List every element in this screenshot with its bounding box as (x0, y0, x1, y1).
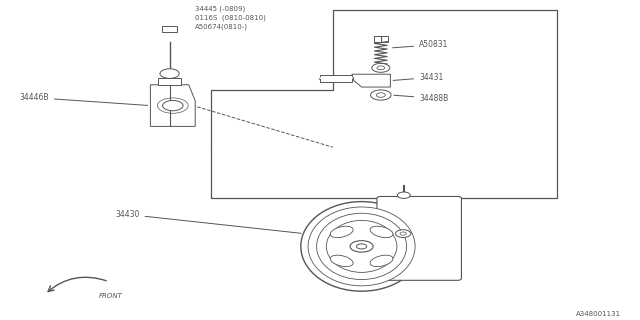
Ellipse shape (326, 220, 397, 272)
Ellipse shape (370, 226, 393, 238)
Text: 34446B: 34446B (19, 93, 148, 105)
Text: A348001131: A348001131 (575, 311, 621, 317)
Bar (320, 75, 352, 82)
Polygon shape (352, 74, 390, 87)
Circle shape (350, 241, 373, 252)
Text: FRONT: FRONT (99, 293, 123, 299)
FancyBboxPatch shape (377, 196, 461, 280)
Ellipse shape (301, 202, 422, 291)
Circle shape (163, 100, 183, 111)
Ellipse shape (330, 226, 353, 238)
Text: A50831: A50831 (392, 40, 449, 49)
Circle shape (396, 230, 411, 237)
Circle shape (376, 93, 385, 97)
Ellipse shape (308, 207, 415, 286)
Circle shape (377, 66, 385, 70)
Text: 34431: 34431 (393, 73, 444, 82)
Ellipse shape (317, 213, 406, 280)
Circle shape (372, 63, 390, 72)
Circle shape (400, 232, 406, 235)
Circle shape (356, 244, 367, 249)
Text: 34430: 34430 (115, 210, 301, 233)
Polygon shape (150, 85, 195, 126)
Text: 34488B: 34488B (394, 94, 449, 103)
Ellipse shape (330, 255, 353, 267)
Text: 34445 (-0809)
0116S  (0810-0810)
A50674(0810-): 34445 (-0809) 0116S (0810-0810) A50674(0… (195, 6, 266, 30)
Circle shape (160, 69, 179, 78)
Bar (158, 78, 181, 85)
Bar (162, 26, 177, 32)
Circle shape (397, 192, 410, 198)
Ellipse shape (370, 255, 393, 267)
Bar (374, 36, 388, 42)
Circle shape (371, 90, 391, 100)
